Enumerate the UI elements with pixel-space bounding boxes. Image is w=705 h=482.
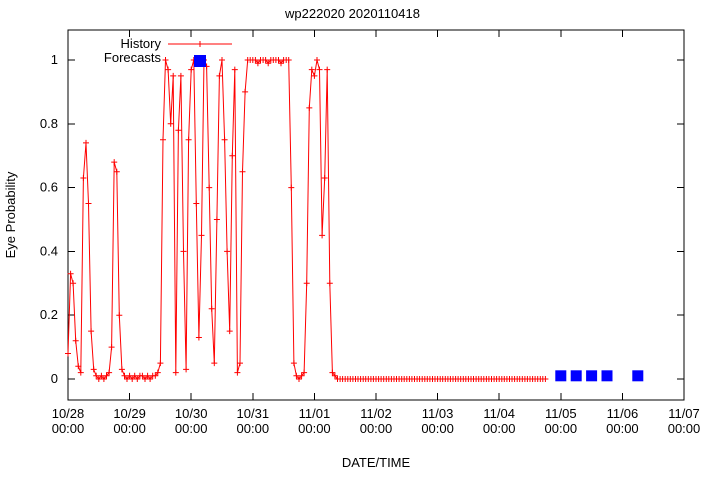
x-tick-label-time: 00:00 xyxy=(113,421,146,436)
x-tick-label-time: 00:00 xyxy=(237,421,270,436)
x-tick-label-time: 00:00 xyxy=(668,421,701,436)
x-tick-label-time: 00:00 xyxy=(298,421,331,436)
y-axis-label: Eye Probability xyxy=(3,171,18,259)
x-tick-label-date: 10/30 xyxy=(175,406,208,421)
forecast-point xyxy=(586,370,598,382)
x-axis-label: DATE/TIME xyxy=(341,455,411,470)
chart-title: wp222020 2020110418 xyxy=(285,6,420,21)
y-tick-label: 0.8 xyxy=(40,116,58,131)
x-tick-label-date: 10/28 xyxy=(52,406,85,421)
x-tick-label-time: 00:00 xyxy=(483,421,516,436)
x-tick-label-date: 11/03 xyxy=(422,406,454,421)
x-tick-label-time: 00:00 xyxy=(545,421,578,436)
x-tick-label-date: 10/29 xyxy=(113,406,146,421)
forecast-point xyxy=(555,370,567,382)
y-tick-label: 0.6 xyxy=(40,180,58,195)
legend-history-label: History xyxy=(120,36,161,51)
x-tick-label-date: 11/07 xyxy=(668,406,700,421)
x-tick-label-date: 11/01 xyxy=(299,406,331,421)
x-tick-label-date: 11/05 xyxy=(545,406,577,421)
legend-forecasts-label: Forecasts xyxy=(103,50,161,65)
y-tick-label: 0.4 xyxy=(40,243,58,258)
x-tick-label-time: 00:00 xyxy=(421,421,454,436)
x-tick-label-date: 11/02 xyxy=(360,406,392,421)
legend-history-plus-sample xyxy=(197,41,203,47)
forecast-point xyxy=(570,370,582,382)
forecast-point xyxy=(601,370,613,382)
history-plus-markers xyxy=(65,57,549,382)
x-tick-label-date: 10/31 xyxy=(237,406,270,421)
x-tick-label-date: 11/04 xyxy=(483,406,515,421)
x-tick-label-date: 11/06 xyxy=(607,406,639,421)
legend-forecasts-square-sample xyxy=(194,55,206,67)
forecast-point xyxy=(632,370,644,382)
y-tick-label: 1 xyxy=(51,52,58,67)
y-tick-label: 0.2 xyxy=(40,307,58,322)
x-tick-label-time: 00:00 xyxy=(52,421,85,436)
x-tick-label-time: 00:00 xyxy=(606,421,639,436)
x-tick-label-time: 00:00 xyxy=(360,421,393,436)
y-tick-label: 0 xyxy=(51,371,58,386)
x-tick-label-time: 00:00 xyxy=(175,421,208,436)
